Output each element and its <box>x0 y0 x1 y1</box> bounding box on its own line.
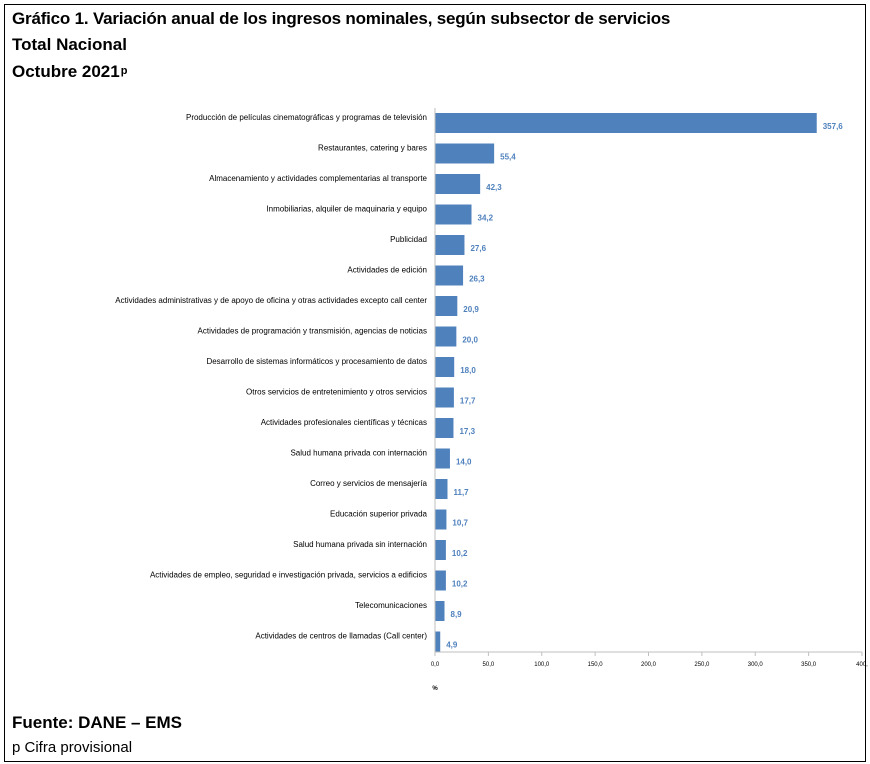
value-label: 18,0 <box>460 366 476 375</box>
value-label: 42,3 <box>486 183 502 192</box>
category-label: Actividades administrativas y de apoyo d… <box>115 296 427 305</box>
category-label: Educación superior privada <box>330 510 427 519</box>
category-label: Correo y servicios de mensajería <box>310 479 427 488</box>
provisional-note: p Cifra provisional <box>12 739 133 756</box>
value-label: 20,9 <box>463 305 479 314</box>
bar <box>435 418 454 438</box>
bar <box>435 174 481 194</box>
bar <box>435 540 446 560</box>
category-label: Inmobiliarias, alquiler de maquinaria y … <box>266 205 427 214</box>
chart-period: Octubre 2021p <box>12 60 127 83</box>
category-label: Salud humana privada sin internación <box>293 540 427 549</box>
value-label: 20,0 <box>462 336 478 345</box>
x-tick-label: 0,0 <box>431 662 440 668</box>
bar <box>435 326 457 347</box>
category-label: Actividades de edición <box>347 266 427 275</box>
value-label: 34,2 <box>478 214 494 223</box>
bar <box>435 204 472 225</box>
bar <box>435 479 448 499</box>
value-label: 11,7 <box>453 488 469 497</box>
value-label: 10,2 <box>452 580 468 589</box>
bar <box>435 357 455 377</box>
value-label: 27,6 <box>470 244 486 253</box>
category-label: Restaurantes, catering y bares <box>318 144 427 153</box>
category-label: Salud humana privada con internación <box>290 449 427 458</box>
bar <box>435 387 454 408</box>
x-tick-label: 50,0 <box>483 662 495 668</box>
chart-subtitle: Total Nacional <box>12 35 127 54</box>
bar <box>435 143 495 164</box>
bar <box>435 601 445 621</box>
bar <box>435 509 447 530</box>
bar <box>435 113 817 133</box>
bar <box>435 296 458 316</box>
category-label: Telecomunicaciones <box>355 601 427 610</box>
x-tick-label: 350,0 <box>801 662 817 668</box>
value-label: 17,7 <box>460 397 476 406</box>
category-label: Actividades de empleo, seguridad e inves… <box>150 571 427 580</box>
category-label: Actividades profesionales científicas y … <box>261 418 427 427</box>
value-label: 10,2 <box>452 549 468 558</box>
x-tick-label: 250,0 <box>694 662 710 668</box>
figure-frame <box>4 4 866 762</box>
bar <box>435 631 441 652</box>
category-label: Actividades de centros de llamadas (Call… <box>255 632 427 641</box>
value-label: 10,7 <box>452 519 468 528</box>
provisional-mark: p <box>120 65 128 77</box>
bar <box>435 570 446 591</box>
x-tick-label: 300,0 <box>748 662 764 668</box>
chart-title: Gráfico 1. Variación anual de los ingres… <box>12 9 671 28</box>
x-tick-label: 400, <box>856 662 868 668</box>
value-label: 4,9 <box>446 641 458 650</box>
bar <box>435 265 464 286</box>
value-label: 55,4 <box>500 153 516 162</box>
value-label: 8,9 <box>451 610 463 619</box>
category-label: Actividades de programación y transmisió… <box>198 327 427 336</box>
value-label: 26,3 <box>469 275 485 284</box>
category-label: Otros servicios de entretenimiento y otr… <box>246 388 427 397</box>
x-tick-label: 100,0 <box>534 662 550 668</box>
category-label: Desarrollo de sistemas informáticos y pr… <box>206 357 427 366</box>
x-axis-label: % <box>432 686 438 692</box>
source-note: Fuente: DANE – EMS <box>12 713 183 732</box>
value-label: 17,3 <box>459 427 475 436</box>
category-label: Almacenamiento y actividades complementa… <box>209 174 427 183</box>
x-tick-label: 150,0 <box>588 662 604 668</box>
value-label: 14,0 <box>456 458 472 467</box>
category-label: Producción de películas cinematográficas… <box>186 113 427 122</box>
bar <box>435 448 450 469</box>
period-text: Octubre 2021 <box>12 62 120 81</box>
bar <box>435 235 465 255</box>
x-tick-label: 200,0 <box>641 662 657 668</box>
value-label: 357,6 <box>823 122 844 131</box>
category-label: Publicidad <box>390 235 427 244</box>
